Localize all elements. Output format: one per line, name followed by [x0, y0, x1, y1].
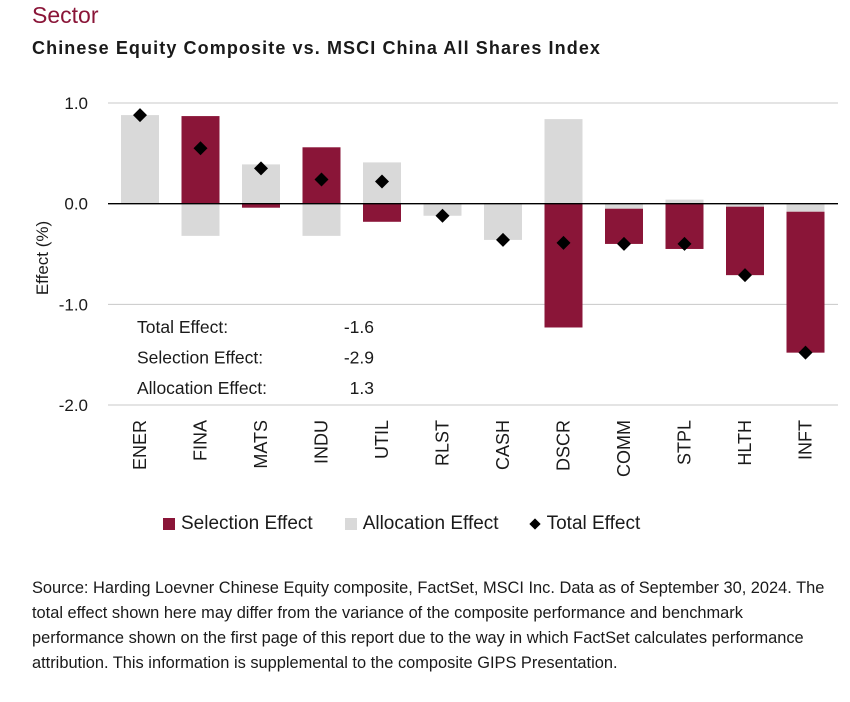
- total-effect-marker: [798, 345, 813, 360]
- y-tick-label: -1.0: [59, 295, 88, 314]
- allocation-bar: [665, 199, 704, 204]
- total-effect-marker: [677, 236, 692, 251]
- x-tick-label: CASH: [493, 420, 513, 470]
- x-tick-label: FINA: [191, 420, 211, 461]
- total-effect-marker: [375, 174, 389, 189]
- allocation-bar: [302, 203, 341, 236]
- x-tick-label: ENER: [130, 420, 150, 470]
- selection-bar: [242, 203, 280, 208]
- legend-swatch-allocation: [344, 518, 357, 530]
- summary-label: Allocation Effect:: [137, 378, 267, 398]
- legend-diamond-icon: [528, 518, 541, 530]
- summary-label: Selection Effect:: [137, 348, 263, 368]
- source-note: Source: Harding Loevner Chinese Equity c…: [32, 579, 825, 672]
- allocation-bar: [121, 115, 159, 204]
- allocation-bar: [544, 119, 583, 204]
- selection-bar: [726, 206, 764, 276]
- attribution-chart: 1.0 0.0 -1.0 -2.0 Effect (%) ENER FINA MATS INDU…: [33, 94, 838, 477]
- total-effect-marker: [738, 268, 752, 283]
- y-tick-label: 1.0: [64, 94, 88, 113]
- selection-bar: [181, 116, 220, 204]
- allocation-bar: [181, 203, 220, 236]
- legend-item-total: Total Effect: [528, 513, 641, 535]
- x-tick-label: STPL: [675, 420, 695, 465]
- allocation-bar: [726, 203, 764, 207]
- legend-label-selection: Selection Effect: [181, 513, 313, 534]
- allocation-bar: [605, 203, 643, 209]
- total-effect-marker: [617, 236, 631, 251]
- summary-value: 1.3: [350, 378, 374, 398]
- legend-label-total: Total Effect: [546, 513, 641, 534]
- summary-value: -1.6: [344, 317, 374, 337]
- allocation-bar: [786, 203, 825, 212]
- total-effect-marker: [254, 161, 268, 176]
- legend-item-allocation: Allocation Effect: [344, 513, 499, 535]
- chart-legend: Selection Effect Allocation Effect Total…: [163, 513, 672, 535]
- x-tick-label: MATS: [251, 420, 271, 469]
- x-tick-label: DSCR: [554, 420, 574, 471]
- legend-item-selection: Selection Effect: [163, 513, 313, 535]
- legend-swatch-selection: [163, 518, 175, 530]
- total-effect-marker: [556, 235, 571, 250]
- x-tick-label: RLST: [433, 420, 453, 466]
- x-tick-label: HLTH: [735, 420, 755, 466]
- y-axis-title: Effect (%): [33, 221, 52, 295]
- selection-bar: [363, 203, 401, 222]
- section-heading: Sector: [32, 2, 99, 28]
- total-effect-marker: [496, 232, 510, 247]
- summary-label: Total Effect:: [137, 317, 228, 337]
- x-tick-label: COMM: [614, 420, 634, 477]
- y-tick-label: 0.0: [64, 195, 88, 214]
- x-tick-label: INDU: [312, 420, 332, 464]
- chart-title: Chinese Equity Composite vs. MSCI China …: [32, 38, 602, 58]
- summary-value: -2.9: [344, 348, 374, 368]
- total-effect-marker: [193, 141, 208, 156]
- total-effect-marker: [133, 108, 147, 123]
- selection-bar: [786, 211, 825, 353]
- x-tick-label: UTIL: [372, 420, 392, 459]
- selection-bar: [544, 203, 583, 328]
- total-effect-marker: [435, 208, 450, 223]
- total-effect-marker: [314, 172, 329, 187]
- x-tick-label: INFT: [796, 420, 816, 460]
- legend-label-allocation: Allocation Effect: [362, 513, 499, 534]
- y-tick-label: -2.0: [59, 396, 88, 415]
